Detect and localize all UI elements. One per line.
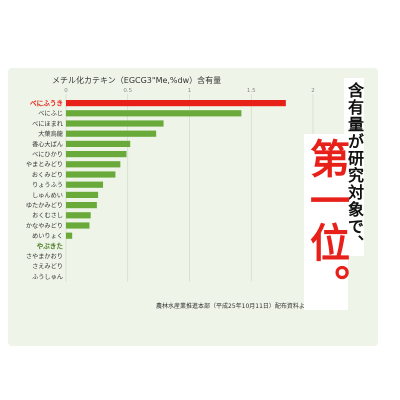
x-tick-labels: 0 0.5 1 1.5 2 (64, 88, 315, 94)
category-label: べにふうき (30, 99, 63, 108)
category-label: やぶきた (37, 241, 64, 250)
category-label: べにひかり (32, 152, 63, 159)
headline-rank: 第一位。 (303, 134, 349, 310)
category-label: りょうふう (32, 182, 63, 189)
category-label: ゆたかみどり (26, 202, 63, 210)
bar (66, 181, 104, 188)
bar (66, 151, 127, 158)
bar-chart: メチル化カテキン（EGCG3"Me,%dw）含有量 0 0.5 1 1.5 2 べにふう… (26, 75, 315, 310)
category-label: さえみどり (32, 263, 63, 271)
category-label: しゅんめい (32, 192, 63, 199)
category-label: かなやみどり (26, 222, 63, 230)
category-labels: べにふうきべにふじべにほまれ大葉烏龍香心大ぱんべにひかりやまとみどりおくみどりり… (26, 99, 64, 281)
bar (66, 110, 242, 117)
bar (66, 140, 131, 147)
x-tick-label: 0.5 (123, 88, 132, 94)
x-tick-label: 2 (311, 88, 315, 94)
category-label: めいりょく (32, 233, 63, 240)
headline-claim: 含有量が研究対象で、 (344, 78, 364, 256)
category-label: さやまかおり (26, 253, 63, 261)
x-tick-label: 0 (64, 88, 68, 94)
category-label: おくむさし (32, 213, 63, 220)
bars (66, 100, 286, 239)
bar (66, 120, 164, 127)
x-tick-label: 1.5 (247, 88, 256, 94)
bar (66, 130, 157, 137)
bar (66, 222, 90, 229)
category-label: ふうしゅん (32, 274, 63, 281)
bar (66, 232, 73, 239)
category-label: 香心大ぱん (32, 140, 63, 148)
category-label: おくみどり (32, 171, 63, 179)
category-label: べにふじ (38, 111, 63, 118)
category-label: べにほまれ (32, 121, 64, 128)
category-label: 大葉烏龍 (38, 130, 63, 138)
bar (66, 212, 91, 219)
bar (66, 161, 121, 168)
x-tick-label: 1 (188, 88, 192, 94)
bar-highlight (66, 100, 286, 107)
source-note: 農林水産業推進本部（平成25年10月11日）配布資料より (156, 302, 311, 310)
category-label: やまとみどり (26, 161, 63, 169)
bar (66, 171, 116, 178)
bar (66, 191, 99, 198)
chart-title: メチル化カテキン（EGCG3"Me,%dw）含有量 (52, 75, 221, 85)
bar (66, 202, 97, 209)
